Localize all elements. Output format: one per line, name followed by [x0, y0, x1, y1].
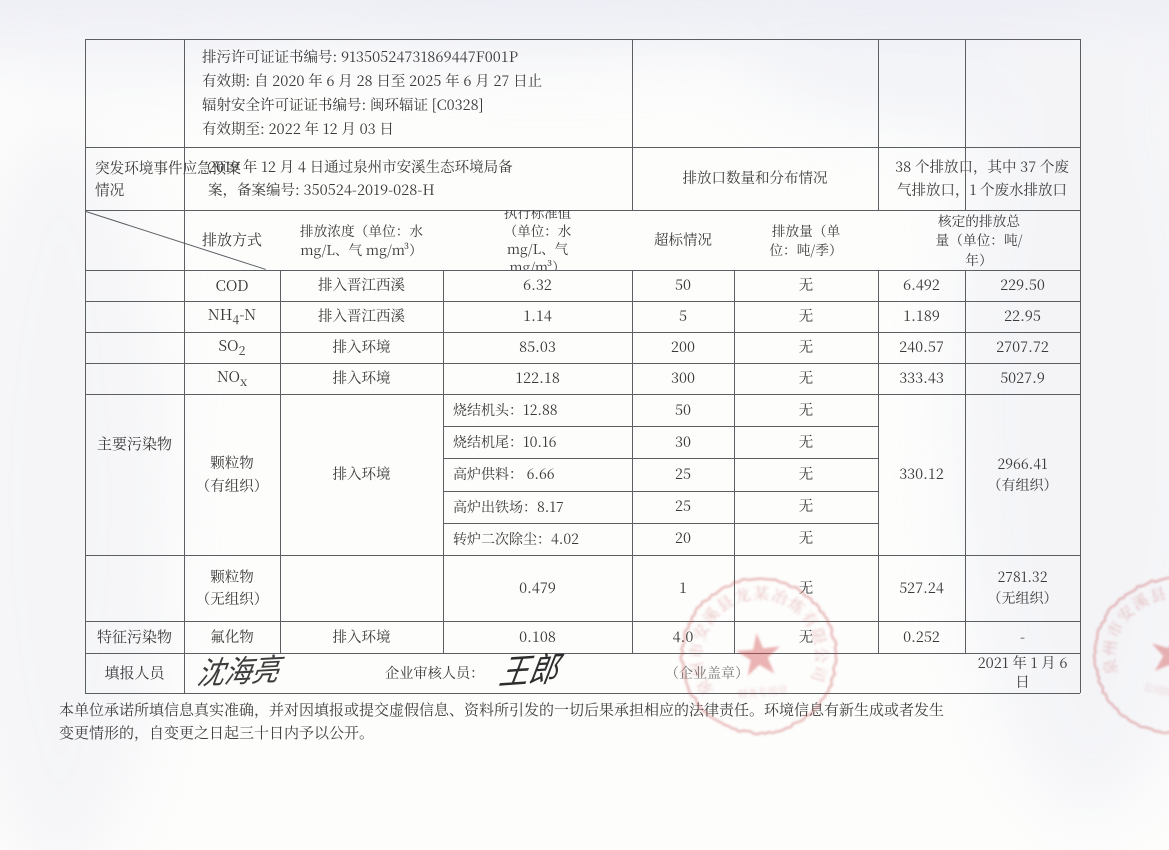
svg-text:泉州市安溪县龙某冶炼有限公司: 泉州市安溪县龙某冶炼有限公司 [1090, 565, 1169, 711]
